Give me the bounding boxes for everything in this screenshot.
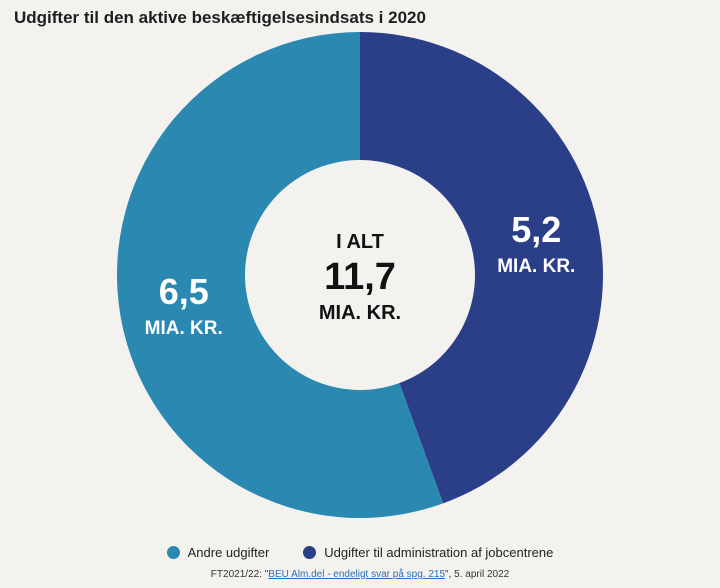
center-total-caption: I ALT [336, 231, 384, 253]
legend-item-andre-udgifter: Andre udgifter [166, 545, 270, 560]
source-suffix: ", 5. april 2022 [445, 569, 510, 580]
slice-value-label: 5,2 [511, 209, 561, 250]
chart-title: Udgifter til den aktive beskæftigelsesin… [14, 8, 426, 27]
center-total-unit: MIA. KR. [319, 302, 401, 324]
slice-value-label: 6,5 [159, 271, 209, 312]
source-link[interactable]: BEU Alm.del - endeligt svar på spg. 215 [268, 569, 446, 580]
legend-swatch-administration [303, 546, 317, 559]
donut-hole [245, 160, 475, 390]
donut-chart: 5,2 MIA. KR. 6,5 MIA. KR. I ALT 11,7 MIA. K… [116, 32, 603, 518]
source-prefix: FT2021/22: " [210, 569, 269, 580]
legend-label-administration: Udgifter til administration af jobcentre… [324, 545, 554, 560]
slice-unit-label: MIA. KR. [145, 318, 223, 339]
legend-item-administration: Udgifter til administration af jobcentre… [303, 545, 553, 560]
legend-swatch-andre-udgifter [166, 546, 180, 559]
slice-unit-label: MIA. KR. [497, 256, 575, 277]
legend-label-andre-udgifter: Andre udgifter [187, 545, 270, 560]
source-note: FT2021/22: "BEU Alm.del - endeligt svar … [0, 569, 720, 580]
center-total-value: 11,7 [324, 256, 396, 298]
chart-legend: Andre udgifter Udgifter til administrati… [0, 545, 720, 560]
slice-administration [360, 32, 603, 504]
